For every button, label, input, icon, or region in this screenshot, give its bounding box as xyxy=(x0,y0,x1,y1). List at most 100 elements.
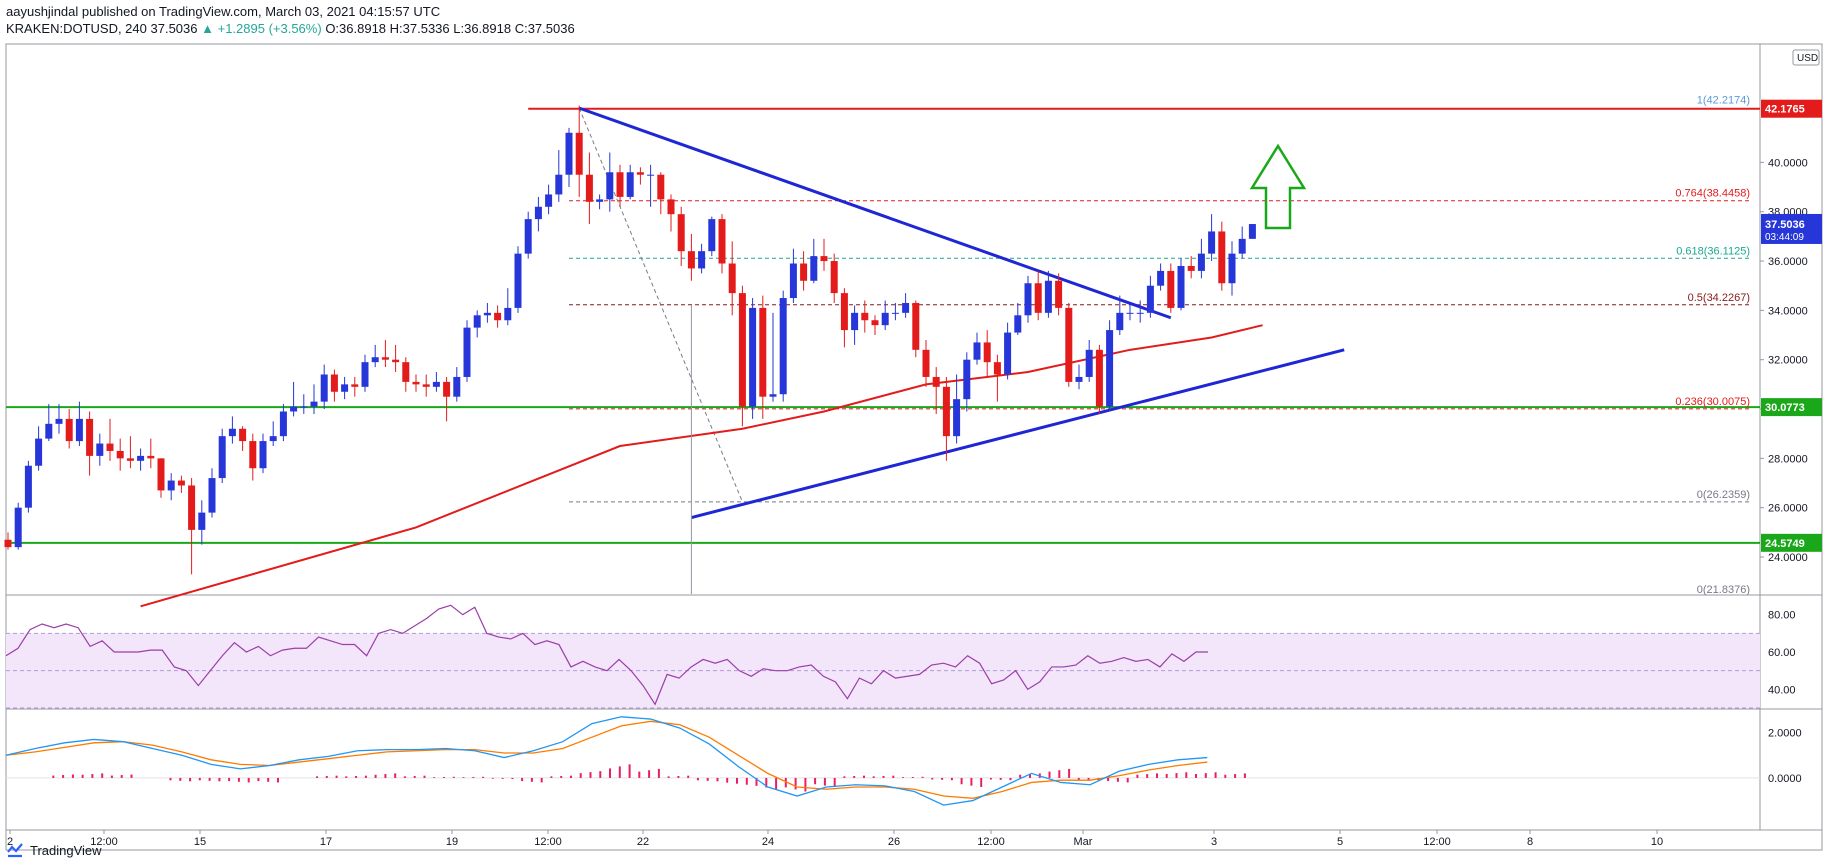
candle[interactable] xyxy=(1218,221,1226,291)
candle[interactable] xyxy=(596,194,604,210)
candle[interactable] xyxy=(45,404,53,442)
candle[interactable] xyxy=(341,376,349,400)
candle[interactable] xyxy=(1044,270,1052,318)
candle[interactable] xyxy=(371,344,379,368)
candle[interactable] xyxy=(759,295,767,419)
candle[interactable] xyxy=(453,367,461,402)
candle[interactable] xyxy=(147,438,155,469)
candle[interactable] xyxy=(249,433,257,481)
candle[interactable] xyxy=(157,458,165,498)
candle[interactable] xyxy=(810,238,818,284)
candle[interactable] xyxy=(1014,302,1022,336)
candle[interactable] xyxy=(851,305,859,345)
footer-brand[interactable]: TradingView xyxy=(30,842,102,858)
moving-average-line[interactable] xyxy=(140,324,1263,608)
rsi-line[interactable] xyxy=(5,604,1208,706)
candle[interactable] xyxy=(392,344,400,373)
candle[interactable] xyxy=(504,288,512,326)
candle[interactable] xyxy=(300,394,308,414)
candle[interactable] xyxy=(1116,295,1124,336)
candle[interactable] xyxy=(412,374,420,392)
candle[interactable] xyxy=(963,352,971,412)
candle[interactable] xyxy=(840,288,848,348)
candle[interactable] xyxy=(463,320,471,382)
candle[interactable] xyxy=(728,241,736,316)
candle[interactable] xyxy=(749,298,757,419)
candle[interactable] xyxy=(820,238,828,271)
candle[interactable] xyxy=(1208,214,1216,262)
candle[interactable] xyxy=(310,384,318,414)
candle[interactable] xyxy=(1228,241,1236,296)
candle[interactable] xyxy=(1157,263,1165,291)
candle[interactable] xyxy=(106,418,114,461)
candle[interactable] xyxy=(932,367,940,414)
candle[interactable] xyxy=(708,216,716,257)
candle[interactable] xyxy=(1085,339,1093,382)
candle[interactable] xyxy=(177,475,185,493)
candle[interactable] xyxy=(677,206,685,266)
candle[interactable] xyxy=(1075,364,1083,390)
macd-signal-line[interactable] xyxy=(5,720,1208,799)
candle[interactable] xyxy=(830,253,838,303)
candle[interactable] xyxy=(228,416,236,444)
candle[interactable] xyxy=(575,105,583,197)
candle[interactable] xyxy=(606,152,614,212)
candle[interactable] xyxy=(188,478,196,575)
candle[interactable] xyxy=(1126,302,1134,321)
candle[interactable] xyxy=(422,374,430,397)
candle[interactable] xyxy=(779,290,787,402)
candle[interactable] xyxy=(96,433,104,466)
candle[interactable] xyxy=(330,369,338,402)
candle[interactable] xyxy=(524,211,532,259)
candle[interactable] xyxy=(769,312,777,402)
candle[interactable] xyxy=(4,532,12,550)
candle[interactable] xyxy=(891,302,899,321)
candle[interactable] xyxy=(1065,302,1073,387)
candle[interactable] xyxy=(942,376,950,461)
candle[interactable] xyxy=(269,421,277,447)
trend-line-upper[interactable] xyxy=(578,106,1172,320)
candle[interactable] xyxy=(14,502,22,550)
candle[interactable] xyxy=(616,164,624,207)
candle[interactable] xyxy=(116,438,124,471)
candle[interactable] xyxy=(1106,320,1114,412)
candle[interactable] xyxy=(75,401,83,447)
candle[interactable] xyxy=(922,339,930,387)
candle[interactable] xyxy=(24,460,32,513)
candle[interactable] xyxy=(35,426,43,471)
candle[interactable] xyxy=(1136,300,1144,323)
candle[interactable] xyxy=(208,468,216,518)
candle[interactable] xyxy=(167,473,175,501)
candle[interactable] xyxy=(351,376,359,397)
candle[interactable] xyxy=(565,127,573,188)
candle[interactable] xyxy=(1146,275,1154,318)
candle[interactable] xyxy=(320,364,328,410)
candle[interactable] xyxy=(657,172,665,215)
candle[interactable] xyxy=(953,374,961,444)
candle[interactable] xyxy=(667,194,675,232)
candle[interactable] xyxy=(126,436,134,469)
candle[interactable] xyxy=(494,305,502,328)
candle[interactable] xyxy=(555,150,563,202)
macd-line[interactable] xyxy=(5,716,1208,806)
currency-badge[interactable] xyxy=(1792,49,1820,66)
candle[interactable] xyxy=(738,285,746,427)
candle[interactable] xyxy=(1167,263,1175,313)
candle[interactable] xyxy=(218,428,226,484)
candle[interactable] xyxy=(983,330,991,377)
candle[interactable] xyxy=(473,310,481,338)
candle[interactable] xyxy=(1177,258,1185,311)
candle[interactable] xyxy=(545,184,553,215)
candle[interactable] xyxy=(65,409,73,449)
candle[interactable] xyxy=(443,376,451,422)
candle[interactable] xyxy=(86,411,94,476)
candle[interactable] xyxy=(279,404,287,442)
candle[interactable] xyxy=(239,426,247,451)
candle[interactable] xyxy=(861,300,869,333)
up-arrow-annotation[interactable] xyxy=(1249,143,1307,230)
candle[interactable] xyxy=(381,339,389,368)
candle[interactable] xyxy=(1055,273,1063,316)
candle[interactable] xyxy=(1197,238,1205,279)
candle[interactable] xyxy=(402,357,410,392)
candle[interactable] xyxy=(1024,275,1032,323)
